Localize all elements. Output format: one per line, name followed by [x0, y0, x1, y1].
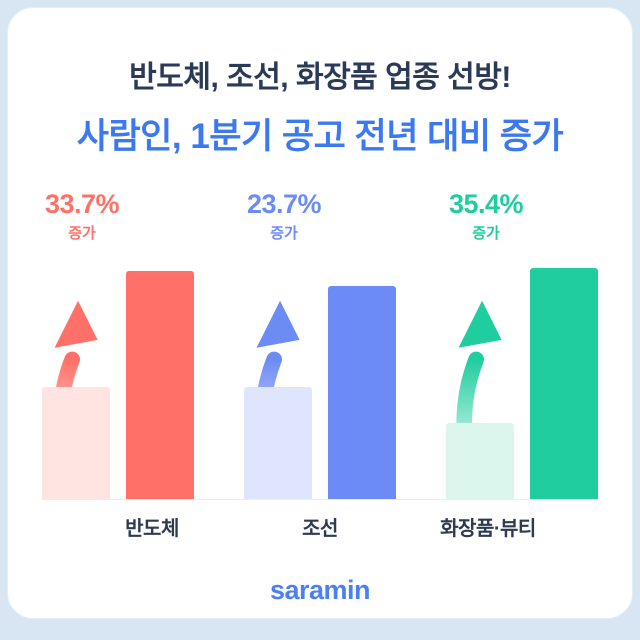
- increase-label: 증가: [68, 225, 96, 242]
- percent-value: 35.4%: [448, 189, 524, 219]
- baseline-divider: [42, 499, 598, 500]
- bar-current-quarter: [328, 286, 396, 499]
- title-block: 반도체, 조선, 화장품 업종 선방! 사람인, 1분기 공고 전년 대비 증가: [8, 52, 632, 159]
- saramin-logo: saramin: [269, 575, 371, 605]
- footer: saramin: [8, 575, 632, 606]
- percent-callout: 35.4% 증가: [436, 189, 536, 243]
- bar-previous-year: [446, 423, 514, 499]
- bar-group-shipbuilding: 23.7% 증가: [244, 189, 396, 499]
- bar-previous-year: [244, 387, 312, 499]
- category-label-shipbuilding: 조선: [302, 518, 338, 540]
- increase-label: 증가: [270, 225, 298, 242]
- bar-chart: 33.7% 증가: [8, 189, 632, 541]
- bar-pair: [446, 268, 598, 499]
- bar-group-cosmetics-beauty: 35.4% 증가: [446, 189, 598, 499]
- bar-pair: [42, 271, 194, 499]
- increase-label: 증가: [472, 225, 500, 242]
- percent-value: 33.7%: [44, 189, 120, 219]
- bar-pair: [244, 286, 396, 499]
- title-line1: 반도체, 조선, 화장품 업종 선방!: [129, 61, 511, 94]
- bar-group-semiconductor: 33.7% 증가: [42, 189, 194, 499]
- bar-groups-row: 33.7% 증가: [42, 189, 598, 499]
- percent-value: 23.7%: [246, 189, 322, 219]
- percent-callout: 33.7% 증가: [32, 189, 132, 243]
- bar-previous-year: [42, 387, 110, 499]
- bar-current-quarter: [126, 271, 194, 499]
- category-labels-row: 반도체 조선 화장품·뷰티: [42, 500, 598, 541]
- bar-current-quarter: [530, 268, 598, 499]
- category-label-semiconductor: 반도체: [125, 518, 179, 540]
- title-line2: 사람인, 1분기 공고 전년 대비 증가: [76, 117, 564, 156]
- percent-callout: 23.7% 증가: [234, 189, 334, 243]
- infographic-card: 반도체, 조선, 화장품 업종 선방! 사람인, 1분기 공고 전년 대비 증가…: [7, 7, 633, 619]
- category-label-cosmetics-beauty: 화장품·뷰티: [440, 518, 536, 540]
